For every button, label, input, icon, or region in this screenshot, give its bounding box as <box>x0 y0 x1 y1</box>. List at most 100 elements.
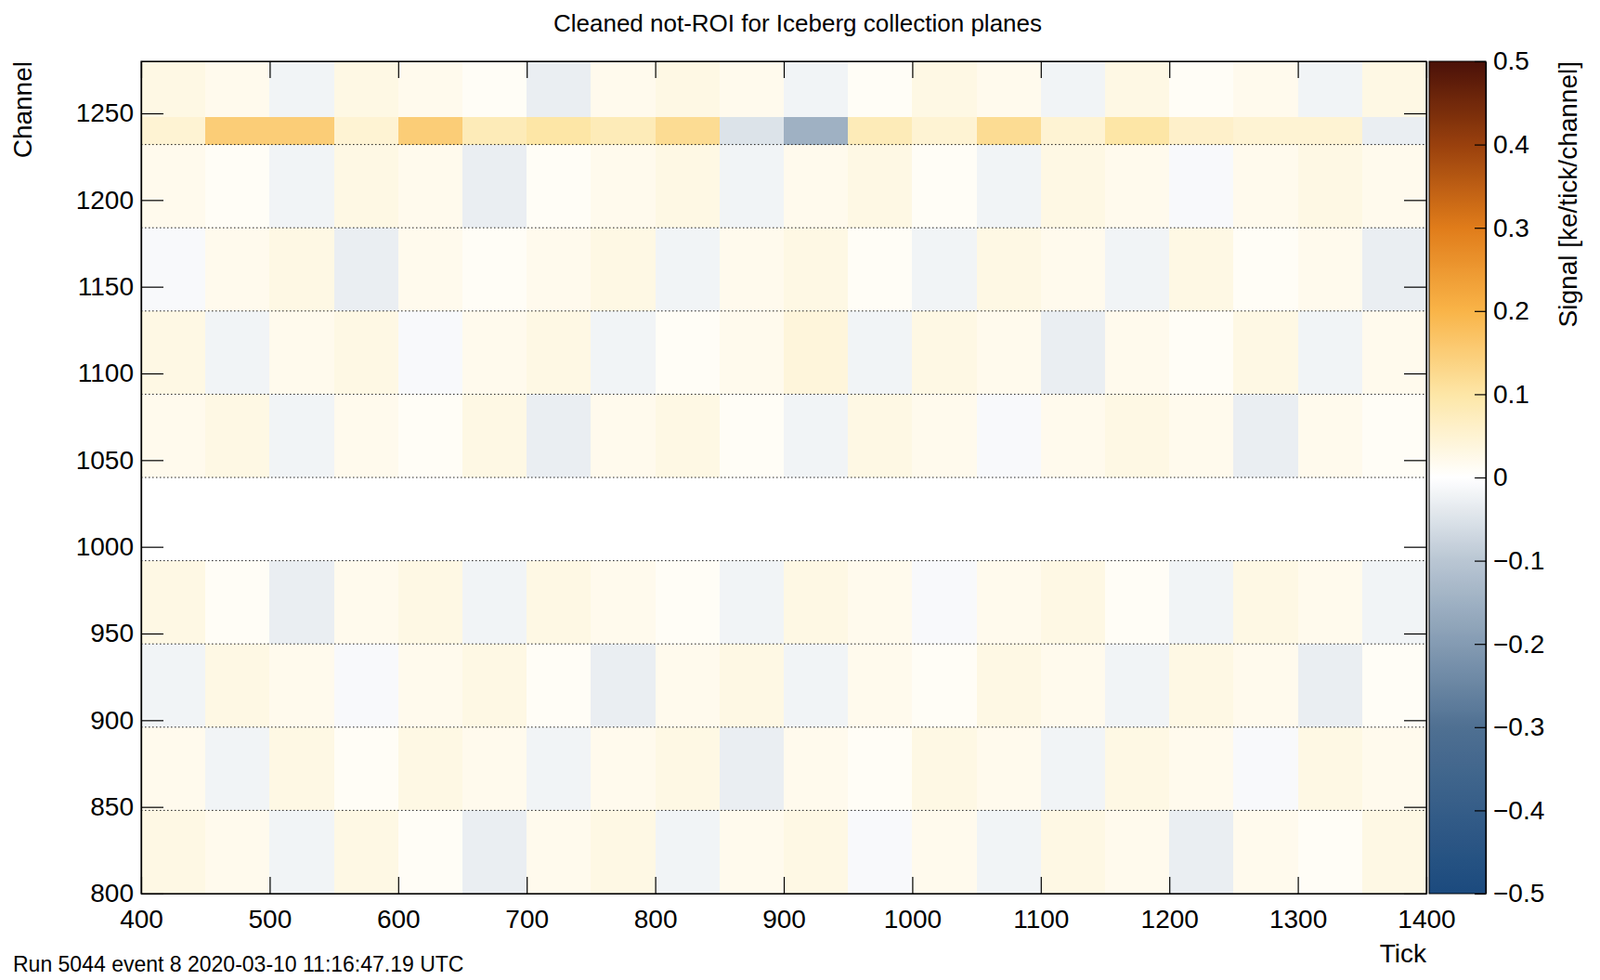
heatmap-cell <box>269 560 334 645</box>
heatmap-cell <box>1298 117 1363 145</box>
heatmap-cell <box>976 61 1041 118</box>
tick-label: 0.4 <box>1493 130 1530 159</box>
heatmap-cell <box>462 727 527 811</box>
heatmap-cell <box>1233 477 1298 561</box>
tick-mark <box>1297 61 1299 79</box>
heatmap-cell <box>1362 117 1427 145</box>
heatmap-cell <box>1362 809 1427 894</box>
tick-label: 700 <box>505 904 549 934</box>
tick-mark <box>141 286 164 288</box>
heatmap-cell <box>1169 477 1234 561</box>
tick <box>398 61 400 79</box>
heatmap-cell <box>783 727 848 811</box>
heatmap-cell <box>269 61 334 118</box>
heatmap-cell <box>911 117 976 145</box>
tick <box>526 61 528 79</box>
heatmap-cell <box>398 727 463 811</box>
tick-mark <box>1404 546 1427 548</box>
heatmap-cell <box>398 477 463 561</box>
tick <box>783 61 785 79</box>
heatmap-cell <box>719 477 784 561</box>
heatmap-cell <box>462 643 527 728</box>
heatmap-cell <box>655 809 720 894</box>
heatmap-cell <box>1169 227 1234 312</box>
heatmap-cell <box>590 809 655 894</box>
heatmap-cell <box>655 117 720 145</box>
tick: 1000 <box>76 532 164 561</box>
heatmap-cell <box>1298 227 1363 312</box>
heatmap-cell <box>719 809 784 894</box>
heatmap-cell <box>1169 393 1234 478</box>
heatmap-cell <box>334 227 399 312</box>
heatmap-cell <box>526 477 591 561</box>
tick: 900 <box>90 705 164 735</box>
tick-label: −0.3 <box>1493 712 1545 742</box>
heatmap-cell <box>269 727 334 811</box>
heatmap-cell <box>1105 61 1170 118</box>
heatmap-cell <box>847 809 912 894</box>
separator-line <box>141 559 1427 561</box>
heatmap-cell <box>1298 809 1363 894</box>
heatmap-cell <box>398 393 463 478</box>
tick-label: 1250 <box>76 98 134 128</box>
heatmap-cell <box>141 144 206 229</box>
heatmap-cell <box>334 643 399 728</box>
tick <box>1404 633 1427 635</box>
heatmap-cell <box>1233 144 1298 229</box>
tick: 1100 <box>1013 876 1069 934</box>
color-axis: −0.5−0.4−0.3−0.2−0.100.10.20.30.40.5 <box>1474 46 1545 908</box>
heatmap-cell <box>398 311 463 395</box>
tick-mark <box>269 876 271 894</box>
heatmap-cell <box>655 227 720 312</box>
heatmap-cell <box>655 477 720 561</box>
separator-line <box>141 477 1427 479</box>
tick <box>1404 199 1427 201</box>
tick-mark <box>141 546 164 548</box>
tick-label: 1000 <box>884 904 942 934</box>
tick-mark <box>141 459 164 461</box>
heatmap-cell <box>141 560 206 645</box>
tick-mark <box>141 199 164 201</box>
tick-mark <box>1297 876 1299 894</box>
tick: 1100 <box>78 358 164 388</box>
heatmap-cell <box>1040 144 1106 229</box>
tick: 0.4 <box>1474 130 1530 159</box>
tick-mark <box>1474 643 1486 645</box>
heatmap-cell <box>526 393 591 478</box>
tick-label: 0.5 <box>1493 46 1530 76</box>
heatmap-cell <box>590 117 655 145</box>
heatmap-cell <box>1362 643 1427 728</box>
tick-mark <box>783 61 785 79</box>
heatmap-cell <box>1105 727 1170 811</box>
heatmap-cell <box>1298 311 1363 395</box>
heatmap-cell <box>911 809 976 894</box>
tick-mark <box>1474 809 1486 811</box>
heatmap-cell <box>334 117 399 145</box>
heatmap-cell <box>590 144 655 229</box>
heatmap-cell <box>526 311 591 395</box>
heatmap-cell <box>590 727 655 811</box>
tick-mark <box>1474 144 1486 146</box>
heatmap-cell <box>655 393 720 478</box>
heatmap-cell <box>719 117 784 145</box>
chart: 4005006007008009001000110012001300140080… <box>0 0 1600 980</box>
heatmap-cell <box>1233 643 1298 728</box>
heatmap-cell <box>1362 311 1427 395</box>
heatmap-cell <box>462 227 527 312</box>
heatmap-cell <box>269 393 334 478</box>
heatmap-cell <box>911 727 976 811</box>
tick: 0.1 <box>1474 379 1530 409</box>
separator-line <box>141 643 1427 645</box>
heatmap-cell <box>655 560 720 645</box>
axis-line <box>1485 62 1487 895</box>
tick: 600 <box>377 876 421 934</box>
heatmap-cell <box>334 144 399 229</box>
tick-mark <box>1474 227 1486 229</box>
heatmap-cell <box>141 117 206 145</box>
separator-line <box>141 393 1427 395</box>
heatmap-cell <box>205 144 270 229</box>
tick: 950 <box>90 618 164 648</box>
tick-mark <box>1404 286 1427 288</box>
separator-line <box>141 310 1427 312</box>
tick: 0 <box>1474 462 1509 492</box>
